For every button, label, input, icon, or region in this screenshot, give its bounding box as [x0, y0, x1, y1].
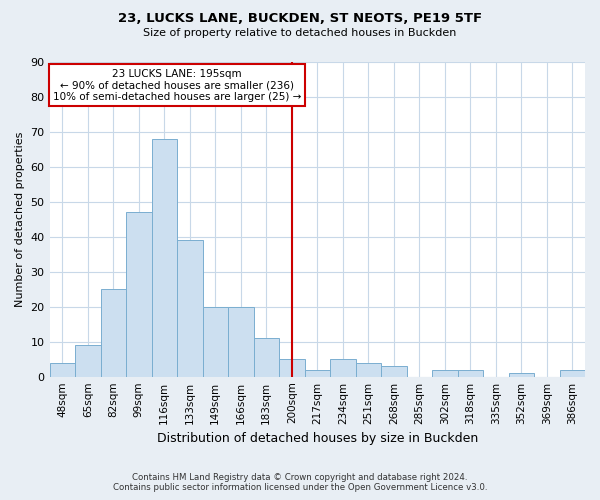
- Bar: [177, 240, 203, 376]
- Bar: [458, 370, 483, 376]
- Bar: [126, 212, 152, 376]
- Bar: [509, 373, 534, 376]
- Y-axis label: Number of detached properties: Number of detached properties: [15, 132, 25, 307]
- Bar: [330, 359, 356, 376]
- Bar: [101, 289, 126, 376]
- Bar: [305, 370, 330, 376]
- Bar: [279, 359, 305, 376]
- Bar: [203, 306, 228, 376]
- X-axis label: Distribution of detached houses by size in Buckden: Distribution of detached houses by size …: [157, 432, 478, 445]
- Bar: [432, 370, 458, 376]
- Text: 23 LUCKS LANE: 195sqm
← 90% of detached houses are smaller (236)
10% of semi-det: 23 LUCKS LANE: 195sqm ← 90% of detached …: [53, 68, 301, 102]
- Text: Size of property relative to detached houses in Buckden: Size of property relative to detached ho…: [143, 28, 457, 38]
- Bar: [560, 370, 585, 376]
- Bar: [356, 362, 381, 376]
- Bar: [228, 306, 254, 376]
- Bar: [75, 345, 101, 376]
- Text: 23, LUCKS LANE, BUCKDEN, ST NEOTS, PE19 5TF: 23, LUCKS LANE, BUCKDEN, ST NEOTS, PE19 …: [118, 12, 482, 26]
- Bar: [381, 366, 407, 376]
- Bar: [254, 338, 279, 376]
- Bar: [152, 138, 177, 376]
- Bar: [50, 362, 75, 376]
- Text: Contains HM Land Registry data © Crown copyright and database right 2024.
Contai: Contains HM Land Registry data © Crown c…: [113, 473, 487, 492]
